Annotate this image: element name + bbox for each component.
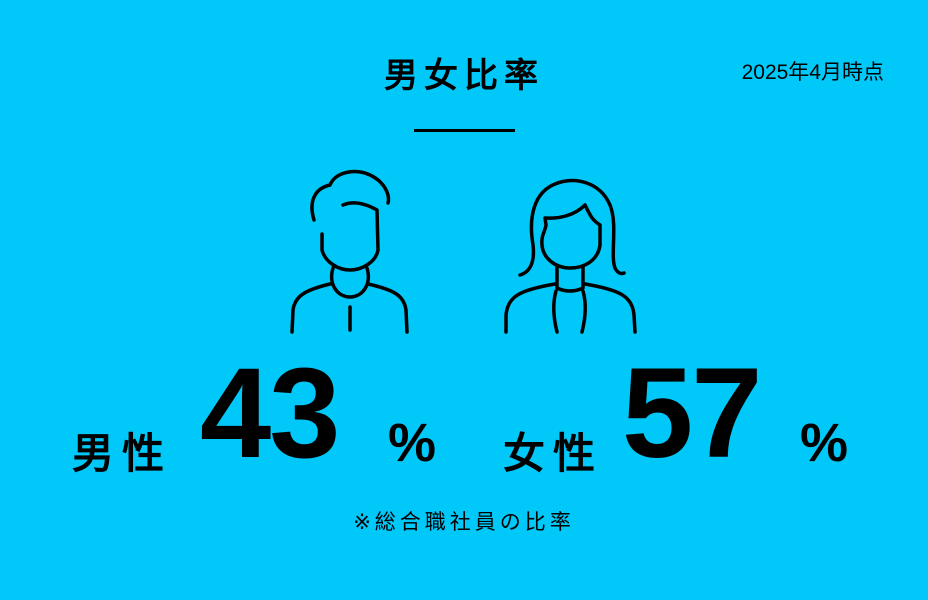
title-divider — [414, 129, 515, 132]
footnote: ※総合職社員の比率 — [353, 510, 575, 534]
male-label: 男性 — [72, 429, 173, 478]
as-of-date: 2025年4月時点 — [741, 61, 884, 84]
man-icon — [290, 169, 409, 334]
female-label: 女性 — [503, 429, 604, 478]
male-percent-sign: % — [388, 413, 437, 473]
male-percentage: 43 — [200, 342, 340, 485]
woman-icon — [504, 179, 637, 334]
female-percentage: 57 — [622, 342, 762, 485]
female-percent-sign: % — [800, 413, 849, 473]
page-title: 男女比率 — [384, 56, 544, 96]
